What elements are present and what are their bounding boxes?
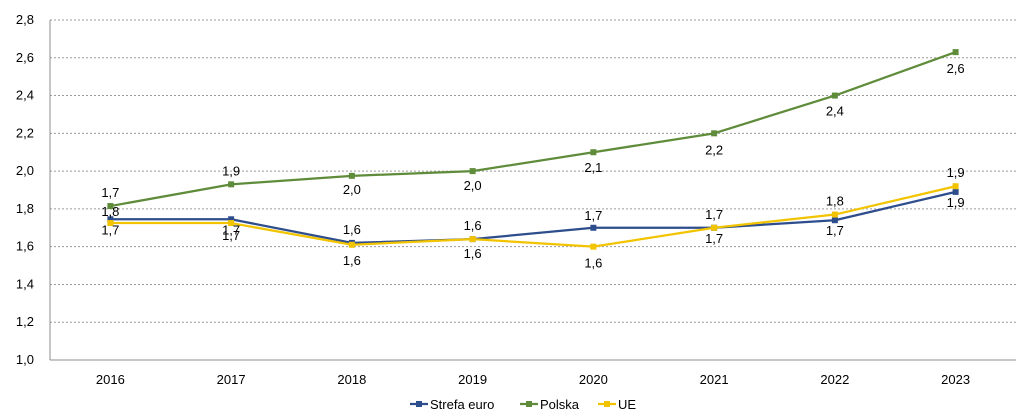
x-tick-label: 2020: [579, 372, 608, 387]
data-label: 1,7: [101, 185, 119, 200]
data-label: 2,2: [705, 142, 723, 157]
data-label: 2,1: [584, 160, 602, 175]
x-tick-label: 2023: [941, 372, 970, 387]
series-line: [110, 190, 956, 245]
legend-swatch-marker: [604, 401, 610, 407]
data-label: 1,7: [222, 222, 240, 237]
data-point: [952, 49, 959, 56]
data-label: 1,8: [101, 204, 119, 219]
y-tick-label: 2,0: [16, 163, 34, 178]
data-point: [831, 92, 838, 99]
data-point: [348, 241, 355, 248]
data-label: 2,0: [464, 178, 482, 193]
gridlines: [50, 19, 1016, 323]
x-tick-label: 2022: [820, 372, 849, 387]
data-point: [952, 183, 959, 190]
data-point: [107, 220, 114, 227]
x-tick-label: 2017: [217, 372, 246, 387]
data-label: 1,6: [343, 222, 361, 237]
data-point: [348, 172, 355, 179]
data-point: [228, 181, 235, 188]
legend-swatch-marker: [416, 401, 422, 407]
data-point: [469, 236, 476, 243]
data-point: [952, 188, 959, 195]
data-label: 1,7: [705, 207, 723, 222]
data-label: 1,7: [826, 223, 844, 238]
legend-swatch-marker: [526, 401, 532, 407]
x-tick-label: 2018: [337, 372, 366, 387]
data-point: [107, 216, 114, 223]
data-point: [711, 224, 718, 231]
data-label: 1,6: [464, 246, 482, 261]
data-label: 1,6: [343, 253, 361, 268]
data-point: [107, 203, 114, 210]
data-label: 1,7: [584, 208, 602, 223]
data-point: [711, 130, 718, 137]
y-tick-label: 1,6: [16, 239, 34, 254]
y-tick-label: 1,4: [16, 276, 34, 291]
data-label: 2,6: [947, 61, 965, 76]
y-tick-label: 1,0: [16, 352, 34, 367]
data-label: 1,7: [101, 222, 119, 237]
data-label: 1,9: [947, 195, 965, 210]
data-point: [831, 217, 838, 224]
y-tick-label: 2,6: [16, 50, 34, 65]
legend-item: Strefa euro: [410, 397, 494, 410]
legend-label: Polska: [540, 397, 580, 410]
legend-label: Strefa euro: [430, 397, 494, 410]
x-axis: 2016 2017 2018 2019 2020 2021 2022 2023: [50, 359, 1016, 387]
data-point: [228, 220, 235, 227]
y-tick-label: 2,2: [16, 125, 34, 140]
data-label: 1,7: [705, 231, 723, 246]
series-line: [110, 51, 957, 208]
data-label: 2,0: [343, 182, 361, 197]
y-tick-label: 1,8: [16, 201, 34, 216]
data-label: 1,9: [947, 165, 965, 180]
data-point: [228, 216, 235, 223]
data-point: [590, 224, 597, 231]
data-label: 1,9: [222, 163, 240, 178]
data-point: [590, 243, 597, 250]
y-axis: 1,0 1,2 1,4 1,6 1,8 2,0 2,2 2,4 2,6 2,8: [16, 12, 51, 367]
data-point: [590, 149, 597, 156]
legend-item: Polska: [520, 397, 580, 410]
y-tick-label: 2,8: [16, 12, 34, 27]
legend: Strefa euro Polska UE: [410, 397, 636, 410]
y-tick-label: 2,4: [16, 88, 34, 103]
data-label: 1,6: [464, 218, 482, 233]
x-tick-label: 2019: [458, 372, 487, 387]
legend-item: UE: [598, 397, 636, 410]
data-label: 1,8: [826, 194, 844, 209]
data-label: 1,7: [222, 228, 240, 243]
data-point: [469, 168, 476, 175]
x-tick-label: 2016: [96, 372, 125, 387]
data-point: [831, 211, 838, 218]
y-tick-label: 1,2: [16, 314, 34, 329]
series-line: [110, 185, 956, 248]
series-layer: [107, 49, 959, 250]
x-tick-label: 2021: [700, 372, 729, 387]
data-labels: 1,7 1,7 1,6 1,61,71,71,71,91,71,92,0 2,02,12…: [101, 61, 964, 271]
data-label: 1,6: [584, 256, 602, 271]
legend-label: UE: [618, 397, 636, 410]
data-label: 2,4: [826, 104, 844, 119]
